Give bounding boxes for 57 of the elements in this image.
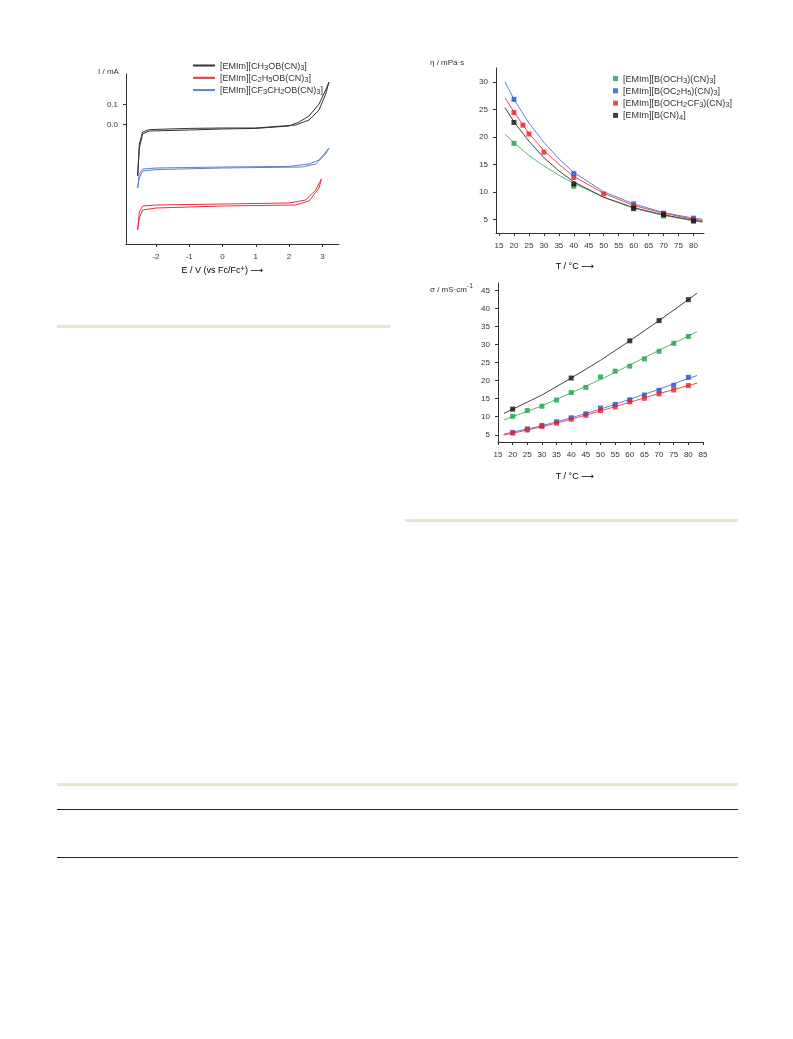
y-axis-title: σ / mS·cm$^{-1}$ [430,282,473,294]
x-tick-label: 55 [610,449,621,459]
x-tick-label: 50 [596,449,606,459]
x-tick-label: 45 [584,240,594,250]
x-tick-label: 80 [683,449,694,459]
x-axis-title: T / °C ⟶ [555,470,595,481]
x-tick-label: 2 [286,251,292,261]
y-tick-label: 5 [485,430,491,440]
y-tick-label: 25 [479,104,489,114]
x-tick-label: 65 [639,449,650,459]
x-tick-label: 1 [253,251,259,261]
y-tick-label: 0.0 [106,119,119,129]
x-tick-label: 25 [524,240,534,250]
x-tick-label: 75 [669,449,679,459]
x-tick-label: 55 [614,240,624,250]
y-tick-label: 20 [479,132,489,142]
x-tick-label: 75 [674,240,684,250]
x-tick-label: 0 [220,251,226,261]
x-tick-label: 20 [509,240,519,250]
y-tick-label: 30 [481,339,491,349]
y-tick-label: 45 [481,285,491,295]
y-tick-label: 40 [481,303,491,313]
x-tick-label: 50 [599,240,609,250]
x-tick-label: 15 [493,449,503,459]
x-tick-label: 15 [494,240,504,250]
y-tick-label: 10 [481,412,491,422]
x-tick-label: 85 [698,449,708,459]
x-axis-title: T / °C ⟶ [555,260,595,271]
y-tick-label: 5 [483,214,489,224]
y-tick-label: 10 [479,187,489,197]
y-tick-label: 35 [481,321,491,331]
x-tick-label: 40 [566,449,577,459]
x-tick-label: 20 [508,449,518,459]
x-tick-label: 30 [539,240,549,250]
x-tick-label: 70 [654,449,665,459]
x-tick-label: 3 [320,251,326,261]
x-tick-label: 45 [581,449,591,459]
x-tick-label: 40 [569,240,579,250]
x-tick-label: 80 [689,240,699,250]
y-tick-label: 30 [479,77,489,87]
x-tick-label: 60 [625,449,635,459]
x-tick-label: -1 [185,251,194,261]
x-tick-label: -2 [152,251,161,261]
y-tick-label: 25 [481,358,491,367]
x-tick-label: 30 [537,449,547,459]
y-axis-title: I / mA [98,67,119,76]
y-axis-title: η / mPa·s [430,58,465,67]
x-tick-label: 25 [522,449,533,459]
x-tick-label: 35 [552,449,562,459]
y-tick-label: 0.1 [106,99,119,109]
x-tick-label: 35 [554,240,564,250]
y-tick-label: 15 [479,159,489,169]
y-tick-label: 20 [481,376,491,386]
x-tick-label: 70 [659,240,669,250]
x-tick-label: 60 [629,240,639,250]
x-tick-label: 65 [644,240,654,250]
y-tick-label: 15 [481,394,491,404]
